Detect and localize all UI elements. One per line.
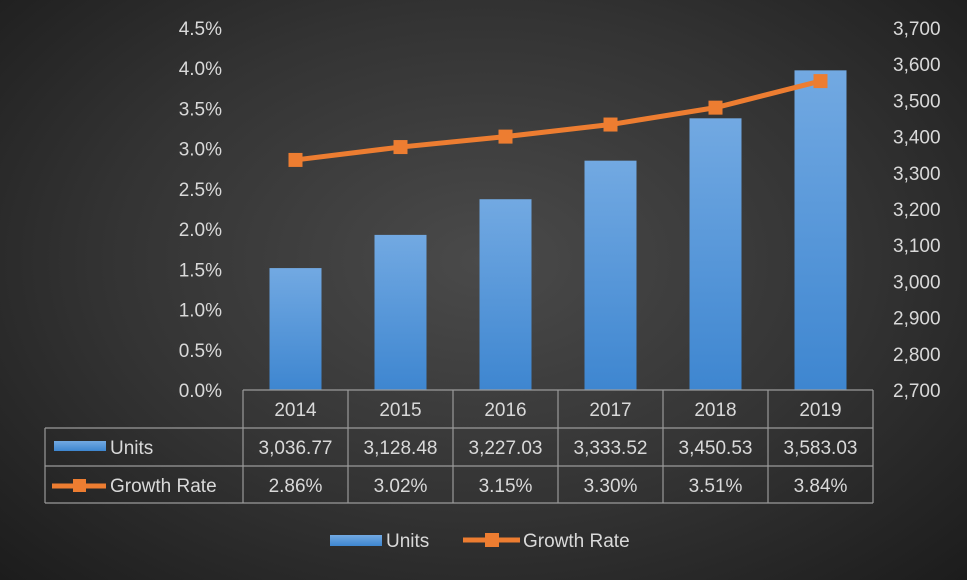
left-axis-tick-label: 4.0% xyxy=(179,59,222,80)
table-row-label-growth-rate: Growth Rate xyxy=(110,476,217,497)
table-header-year: 2015 xyxy=(379,400,421,421)
table-header-year: 2017 xyxy=(589,400,631,421)
right-axis-tick-label: 3,600 xyxy=(893,55,941,76)
right-axis-tick-label: 3,300 xyxy=(893,164,941,185)
left-axis-tick-label: 3.5% xyxy=(179,99,222,120)
table-cell-growth-rate: 3.15% xyxy=(479,476,533,497)
growth-rate-marker-2019 xyxy=(813,74,828,89)
table-cell-units: 3,128.48 xyxy=(364,438,438,459)
growth-rate-line xyxy=(295,78,822,163)
bar-units-2016 xyxy=(479,199,532,390)
table-cell-units: 3,036.77 xyxy=(259,438,333,459)
growth-rate-marker-2016 xyxy=(498,129,513,144)
right-axis-tick-label: 3,100 xyxy=(893,236,941,257)
table-header-year: 2014 xyxy=(274,400,317,421)
table-cell-units: 3,227.03 xyxy=(469,438,543,459)
table-header-year: 2019 xyxy=(799,400,841,421)
left-axis-tick-label: 3.0% xyxy=(179,140,222,161)
bar-units-2015 xyxy=(374,234,427,390)
table-cell-units: 3,583.03 xyxy=(784,438,858,459)
right-axis-tick-label: 3,000 xyxy=(893,272,941,293)
left-axis-tick-label: 0.5% xyxy=(179,341,222,362)
bar-units-2014 xyxy=(269,268,322,390)
bar-units-2019 xyxy=(794,70,847,390)
legend-key-units xyxy=(330,535,382,546)
table-cell-growth-rate: 3.30% xyxy=(584,476,638,497)
left-axis-tick-label: 4.5% xyxy=(179,19,222,40)
right-axis-tick-label: 2,700 xyxy=(893,381,941,402)
table-cell-growth-rate: 3.51% xyxy=(689,476,743,497)
bar-units-2018 xyxy=(689,118,742,391)
right-axis-tick-label: 3,200 xyxy=(893,200,941,221)
bar-units-2017 xyxy=(584,160,637,390)
table-header-year: 2018 xyxy=(694,400,736,421)
units-legend-key xyxy=(54,441,106,451)
right-axis-tick-label: 3,500 xyxy=(893,91,941,112)
table-cell-units: 3,450.53 xyxy=(679,438,753,459)
left-axis-tick-label: 1.0% xyxy=(179,301,222,322)
table-row-label-units: Units xyxy=(110,438,153,459)
growth-rate-marker-2017 xyxy=(603,117,618,132)
growth-rate-marker-2014 xyxy=(288,152,303,167)
right-axis-tick-label: 2,900 xyxy=(893,309,941,330)
growth-rate-marker-2015 xyxy=(393,140,408,155)
legend-marker-growth-rate xyxy=(485,533,499,547)
table-cell-units: 3,333.52 xyxy=(574,438,648,459)
table-cell-growth-rate: 3.84% xyxy=(794,476,848,497)
table-cell-growth-rate: 2.86% xyxy=(269,476,323,497)
left-axis-tick-label: 2.5% xyxy=(179,180,222,201)
left-axis-tick-label: 1.5% xyxy=(179,260,222,281)
left-axis-tick-label: 0.0% xyxy=(179,381,222,402)
right-axis-tick-label: 3,700 xyxy=(893,19,941,40)
table-header-year: 2016 xyxy=(484,400,526,421)
legend-label-growth-rate: Growth Rate xyxy=(523,531,630,552)
table-cell-growth-rate: 3.02% xyxy=(374,476,428,497)
growth-rate-legend-marker xyxy=(73,479,86,492)
right-axis-tick-label: 2,800 xyxy=(893,345,941,366)
growth-rate-marker-2018 xyxy=(708,100,723,115)
right-axis-tick-label: 3,400 xyxy=(893,128,941,149)
left-axis-tick-label: 2.0% xyxy=(179,220,222,241)
legend-label-units: Units xyxy=(386,531,429,552)
